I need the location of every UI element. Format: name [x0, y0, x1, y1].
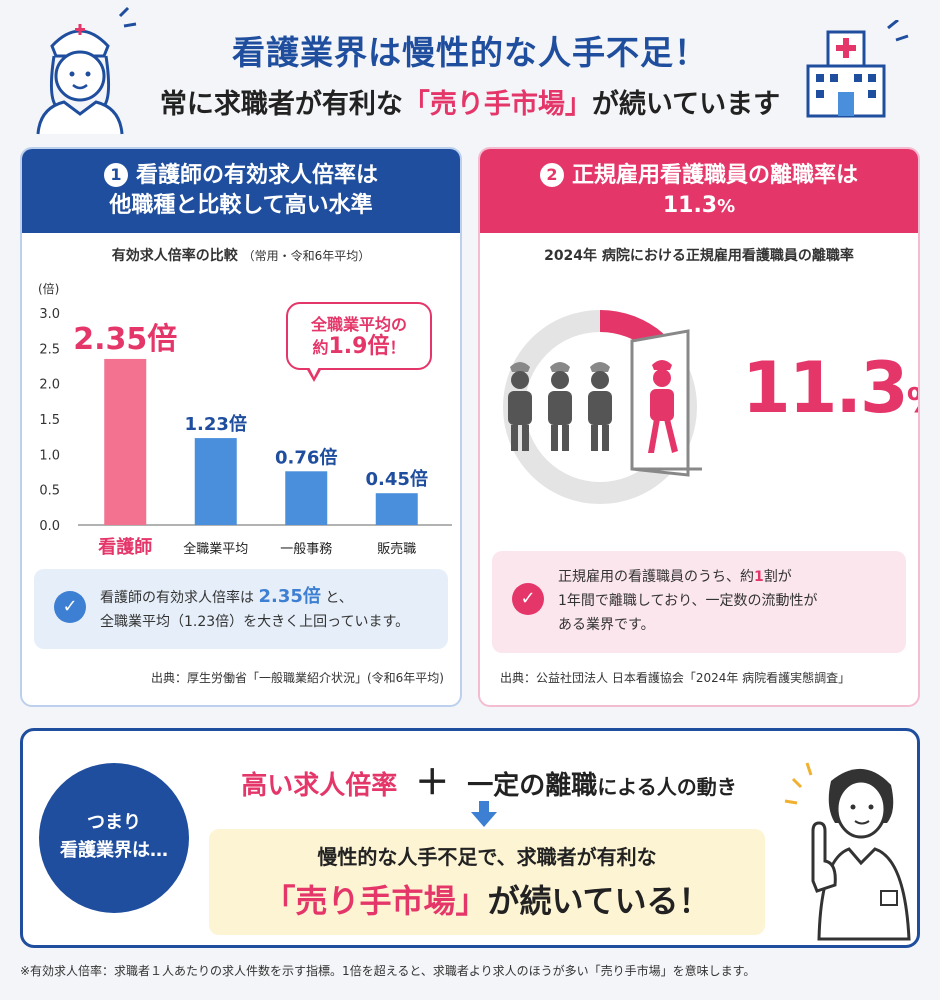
card-job-offer-ratio: 1 看護師の有効求人倍率は 他職種と比較して高い水準 有効求人倍率の比較 （常用・…	[20, 147, 462, 707]
bar-3	[375, 493, 418, 525]
chart-title: 有効求人倍率の比較 （常用・令和6年平均）	[22, 245, 460, 265]
bubble-tail-inner	[309, 367, 319, 377]
bar-0	[104, 358, 147, 525]
y-unit-label: (倍)	[38, 281, 59, 296]
big-unit: %	[907, 381, 918, 421]
bubble-pre: 約	[312, 338, 329, 357]
y-tick-label: 2.0	[39, 378, 60, 393]
result-line2: 「売り手市場」が続いている！	[209, 876, 765, 922]
y-tick-label: 3.0	[39, 307, 60, 322]
card1-heading-line1: 看護師の有効求人倍率は	[135, 163, 378, 188]
pointing-nurse-icon	[784, 762, 911, 941]
chart-title-main: 有効求人倍率の比較	[111, 248, 238, 264]
card2-note-line3: ある業界です。	[558, 617, 655, 633]
summary-panel: つまり 看護業界は… 高い求人倍率 ＋ 一定の離職による人の動き 慢性的な人手不足で…	[20, 728, 920, 948]
result-highlight: 「売り手市場」	[263, 882, 488, 920]
subtitle-post: が続いています	[591, 89, 781, 120]
turnover-rate-value: 11.3%	[742, 347, 918, 429]
note-value: 2.35倍	[258, 586, 321, 607]
note-line2: 全職業平均（1.23倍）を大きく上回っています。	[100, 614, 410, 630]
card2-note-line1-value: 1	[754, 569, 764, 585]
subtitle-pre: 常に求職者が有利な	[159, 89, 403, 120]
arrow-down-icon	[471, 801, 497, 827]
bar-value-label: 2.35倍	[73, 322, 177, 357]
bar-value-label: 1.23倍	[185, 413, 247, 435]
card1-note: ✓ 看護師の有効求人倍率は 2.35倍 と、 全職業平均（1.23倍）を大きく上…	[34, 569, 448, 649]
y-tick-label: 2.5	[39, 342, 60, 357]
card2-heading-line1: 正規雇用看護職員の離職率は	[571, 163, 858, 188]
term2-suffix: による人の動き	[597, 775, 737, 799]
badge-line2: 看護業界は…	[60, 840, 168, 861]
turnover-illustration	[503, 310, 702, 504]
note-mid: と、	[325, 590, 353, 606]
y-tick-label: 0.5	[39, 484, 60, 499]
bar-1	[194, 438, 237, 525]
y-tick-label: 0.0	[39, 519, 60, 534]
y-tick-label: 1.0	[39, 448, 60, 463]
bar-2	[285, 471, 328, 525]
leaving-nurse-figure	[648, 360, 678, 453]
card1-source: 出典：厚生労働省「一般職業紹介状況」(令和6年平均)	[150, 671, 444, 685]
x-tick-label: 販売職	[377, 541, 416, 557]
card2-note: ✓ 正規雇用の看護職員のうち、約1割が 1年間で離職しており、一定数の流動性が …	[492, 551, 906, 653]
comparison-bubble: 全職業平均の 約1.9倍！	[286, 302, 432, 370]
x-tick-label: 看護師	[97, 536, 152, 558]
note-pre: 看護師の有効求人倍率は	[100, 590, 254, 606]
result-post: が続いている！	[487, 882, 711, 920]
term2: 一定の離職	[467, 771, 598, 801]
card2-note-line1-pre: 正規雇用の看護職員のうち、約	[558, 569, 754, 585]
chart-title-sub: （常用・令和6年平均）	[242, 249, 371, 263]
page-title: 看護業界は慢性的な人手不足！	[232, 33, 708, 72]
card2-subtitle: 2024年 病院における正規雇用看護職員の離職率	[544, 248, 854, 264]
bar-chart: (倍)0.00.51.01.52.02.53.02.35倍看護師1.23倍全職業…	[38, 281, 452, 558]
term1: 高い求人倍率	[241, 771, 398, 801]
check-circle-icon: ✓	[512, 583, 544, 615]
card2-number: 2	[539, 163, 564, 187]
card1-heading: 1 看護師の有効求人倍率は 他職種と比較して高い水準	[22, 149, 460, 233]
card2-note-line1-post: 割が	[763, 569, 792, 585]
result-line1: 慢性的な人手不足で、求職者が有利な	[317, 845, 657, 869]
nurse-figures	[508, 362, 612, 451]
bar-value-label: 0.45倍	[366, 468, 428, 490]
page-subtitle: 常に求職者が有利な「売り手市場」が続いています	[0, 82, 940, 121]
card2-note-line2: 1年間で離職しており、一定数の流動性が	[558, 593, 818, 609]
bar-value-label: 0.76倍	[275, 446, 337, 468]
bubble-line1: 全職業平均の	[310, 315, 407, 334]
card1-heading-line2: 他職種と比較して高い水準	[109, 193, 373, 218]
summary-equation: 高い求人倍率 ＋ 一定の離職による人の動き	[199, 755, 779, 804]
card1-number: 1	[103, 163, 128, 187]
card-turnover-rate: 2 正規雇用看護職員の離職率は 11.3% 2024年 病院における正規雇用看護職…	[478, 147, 920, 707]
plus-sign: ＋	[415, 763, 450, 803]
bubble-value: 1.9倍	[328, 334, 390, 359]
y-tick-label: 1.5	[39, 413, 60, 428]
summary-result: 慢性的な人手不足で、求職者が有利な 「売り手市場」が続いている！	[209, 829, 765, 935]
card2-source: 出典：公益社団法人 日本看護協会「2024年 病院看護実態調査」	[500, 671, 851, 685]
card2-heading: 2 正規雇用看護職員の離職率は 11.3%	[480, 149, 918, 233]
card2-heading-unit: %	[717, 196, 736, 217]
card2-heading-value: 11.3	[662, 193, 718, 218]
summary-badge: つまり 看護業界は…	[39, 763, 189, 913]
hospital-icon	[806, 20, 909, 118]
check-circle-icon: ✓	[54, 591, 86, 623]
footnote: ※有効求人倍率：求職者１人あたりの求人件数を示す指標。1倍を超えると、求職者より…	[20, 964, 756, 978]
header: 看護業界は慢性的な人手不足！ 常に求職者が有利な「売り手市場」が続いています	[0, 0, 940, 140]
x-tick-label: 全職業平均	[183, 541, 248, 557]
x-tick-label: 一般事務	[280, 541, 332, 557]
nurse-icon	[36, 6, 137, 135]
badge-line1: つまり	[87, 812, 141, 833]
big-value: 11.3	[742, 347, 909, 429]
bubble-post: ！	[389, 338, 406, 357]
subtitle-highlight: 「売り手市場」	[402, 89, 592, 120]
